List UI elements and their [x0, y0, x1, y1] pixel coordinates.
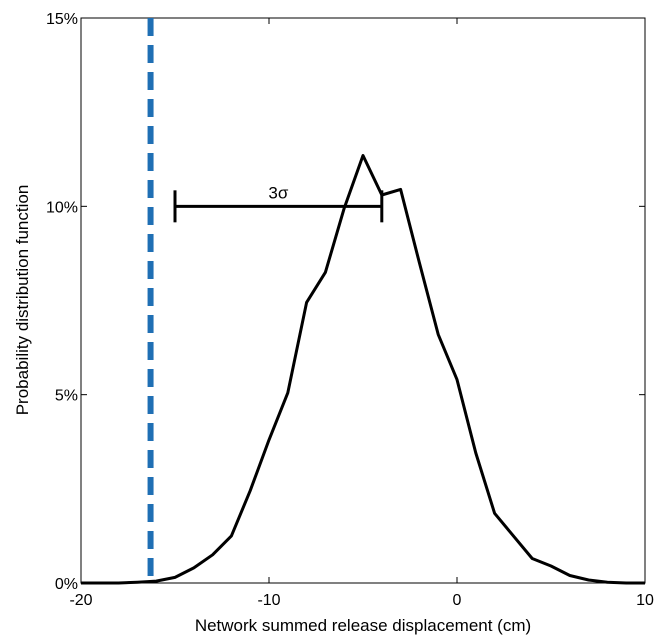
axis-ticks [80, 17, 646, 584]
x-axis-label: Network summed release displacement (cm) [195, 616, 531, 635]
y-tick-labels: 0% 5% 10% 15% [46, 11, 78, 593]
x-tick-label: 10 [636, 592, 654, 609]
y-axis-label: Probability distribution function [13, 185, 32, 416]
sigma-annotation: 3σ [173, 183, 384, 223]
x-tick-label: -10 [257, 592, 280, 609]
y-tick-label: 15% [46, 11, 78, 28]
sigma-label: 3σ [268, 183, 288, 202]
y-tick-label: 10% [46, 199, 78, 216]
y-tick-label: 5% [55, 388, 78, 405]
x-tick-label: -20 [69, 592, 92, 609]
pdf-series-line [81, 154, 645, 585]
x-tick-labels: -20 -10 0 10 [69, 592, 654, 609]
y-tick-label: 0% [55, 576, 78, 593]
plot-frame [80, 17, 646, 584]
x-tick-label: 0 [453, 592, 462, 609]
